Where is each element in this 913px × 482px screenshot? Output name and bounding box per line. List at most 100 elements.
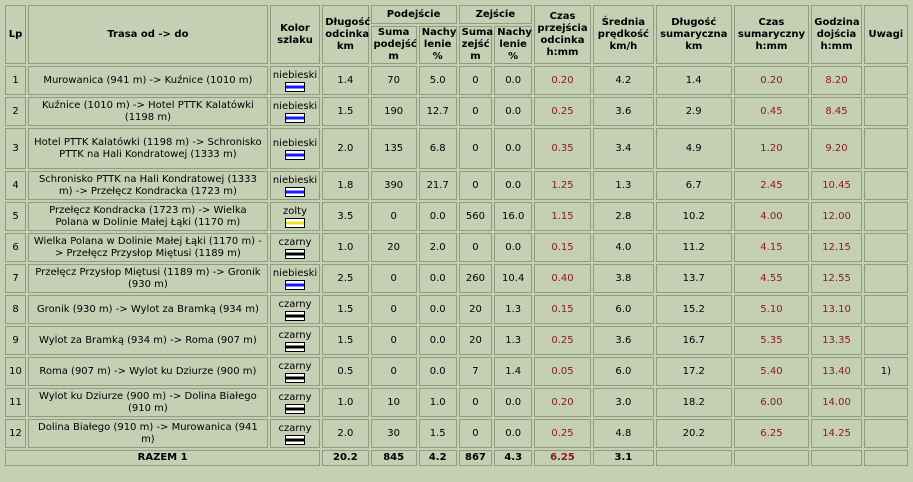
trail-swatch-icon <box>284 248 305 259</box>
summary-row: RAZEM 1 20.2 845 4.2 867 4.3 6.25 3.1 <box>5 450 908 466</box>
row-segment-time: 0.35 <box>534 128 591 169</box>
header-ascent-sum: Suma podejść m <box>370 26 417 64</box>
row-total-length: 4.9 <box>655 128 732 169</box>
row-total-length: 2.9 <box>655 97 732 126</box>
row-length: 1.0 <box>322 388 369 417</box>
header-ascent-slope: Nachy lenie % <box>418 26 457 64</box>
row-descent-slope: 0.0 <box>494 419 533 448</box>
trail-marker: niebieski <box>273 101 317 123</box>
row-total-length: 18.2 <box>655 388 732 417</box>
header-ascent-group: Podejście <box>370 5 457 24</box>
header-lp: Lp <box>5 5 27 64</box>
summary-ascent-slope: 4.2 <box>418 450 457 466</box>
summary-ascent: 845 <box>370 450 417 466</box>
row-segment-time: 1.25 <box>534 171 591 200</box>
header-total-length: Długość sumaryczna km <box>655 5 732 64</box>
row-lp: 12 <box>5 419 27 448</box>
row-arrival: 9.20 <box>811 128 862 169</box>
row-total-time: 0.20 <box>733 66 810 95</box>
row-segment-time: 0.05 <box>534 357 591 386</box>
row-descent-slope: 1.3 <box>494 295 533 324</box>
row-arrival: 12.15 <box>811 233 862 262</box>
row-descent-slope: 1.4 <box>494 357 533 386</box>
row-notes <box>863 66 908 95</box>
trail-marker: zolty <box>283 206 307 228</box>
row-descent: 260 <box>458 264 493 293</box>
trail-marker: czarny <box>278 329 312 352</box>
row-trail-color: niebieski <box>269 128 321 169</box>
row-segment-time: 0.25 <box>534 97 591 126</box>
row-route: Przełęcz Kondracka (1723 m) -> Wielka Po… <box>28 202 268 231</box>
row-segment-time: 0.15 <box>534 233 591 262</box>
row-ascent: 390 <box>370 171 417 200</box>
row-total-time: 4.00 <box>733 202 810 231</box>
row-descent-slope: 0.0 <box>494 388 533 417</box>
row-descent-slope: 0.0 <box>494 128 533 169</box>
row-ascent: 0 <box>370 295 417 324</box>
row-total-time: 6.00 <box>733 388 810 417</box>
row-total-time: 6.25 <box>733 419 810 448</box>
trail-color-label: niebieski <box>272 100 318 112</box>
row-route: Murowanica (941 m) -> Kuźnice (1010 m) <box>28 66 268 95</box>
row-ascent: 135 <box>370 128 417 169</box>
row-length: 2.0 <box>322 419 369 448</box>
row-arrival: 10.45 <box>811 171 862 200</box>
row-ascent: 0 <box>370 264 417 293</box>
row-segment-time: 0.20 <box>534 388 591 417</box>
row-length: 1.5 <box>322 326 369 355</box>
table-row: 1 Murowanica (941 m) -> Kuźnice (1010 m) n… <box>5 66 908 95</box>
row-ascent: 190 <box>370 97 417 126</box>
row-avg-speed: 3.0 <box>592 388 654 417</box>
row-arrival: 12.00 <box>811 202 862 231</box>
trail-swatch-icon <box>284 149 305 160</box>
row-lp: 6 <box>5 233 27 262</box>
row-notes <box>863 326 908 355</box>
row-avg-speed: 4.8 <box>592 419 654 448</box>
header-segment-length: Długość odcinka km <box>322 5 370 64</box>
table-body: 1 Murowanica (941 m) -> Kuźnice (1010 m) n… <box>5 66 908 448</box>
row-arrival: 13.35 <box>811 326 862 355</box>
row-trail-color: niebieski <box>269 171 321 200</box>
row-ascent: 30 <box>370 419 417 448</box>
row-ascent: 20 <box>370 233 417 262</box>
row-ascent-slope: 0.0 <box>418 264 457 293</box>
row-avg-speed: 6.0 <box>592 357 654 386</box>
row-total-time: 0.45 <box>733 97 810 126</box>
trail-color-label: czarny <box>278 329 312 341</box>
row-arrival: 13.10 <box>811 295 862 324</box>
row-descent: 0 <box>458 97 493 126</box>
trail-marker: czarny <box>278 360 312 383</box>
row-total-length: 15.2 <box>655 295 732 324</box>
row-ascent: 0 <box>370 326 417 355</box>
row-total-time: 2.45 <box>733 171 810 200</box>
summary-descent-slope: 4.3 <box>494 450 533 466</box>
row-descent: 20 <box>458 326 493 355</box>
row-notes <box>863 171 908 200</box>
row-notes <box>863 264 908 293</box>
row-total-time: 1.20 <box>733 128 810 169</box>
trail-marker: niebieski <box>273 268 317 290</box>
row-total-time: 4.15 <box>733 233 810 262</box>
row-route: Schronisko PTTK na Hali Kondratowej (133… <box>28 171 268 200</box>
row-ascent-slope: 1.0 <box>418 388 457 417</box>
row-route: Przełęcz Przysłop Miętusi (1189 m) -> Gr… <box>28 264 268 293</box>
row-avg-speed: 4.2 <box>592 66 654 95</box>
trail-marker: czarny <box>278 299 312 321</box>
trail-color-label: czarny <box>278 360 312 372</box>
header-color: Kolor szlaku <box>269 5 321 64</box>
table-row: 8 Gronik (930 m) -> Wylot za Bramką (934 … <box>5 295 908 324</box>
summary-length: 20.2 <box>322 450 369 466</box>
row-descent: 0 <box>458 66 493 95</box>
row-trail-color: niebieski <box>269 264 321 293</box>
row-segment-time: 1.15 <box>534 202 591 231</box>
trail-swatch-icon <box>284 341 305 352</box>
row-segment-time: 0.40 <box>534 264 591 293</box>
row-total-length: 10.2 <box>655 202 732 231</box>
row-trail-color: zolty <box>269 202 321 231</box>
trail-swatch-icon <box>284 279 305 290</box>
row-ascent-slope: 0.0 <box>418 202 457 231</box>
trail-color-label: zolty <box>283 205 307 217</box>
header-avg-speed: Średnia prędkość km/h <box>592 5 654 64</box>
row-lp: 1 <box>5 66 27 95</box>
row-total-length: 13.7 <box>655 264 732 293</box>
